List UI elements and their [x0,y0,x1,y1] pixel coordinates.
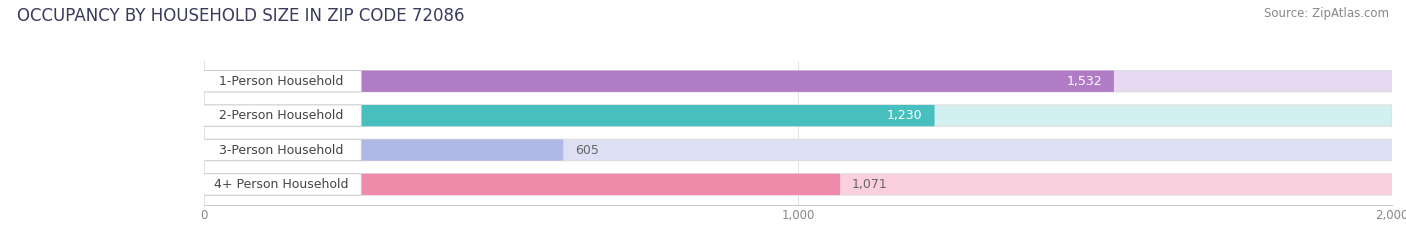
FancyBboxPatch shape [201,105,361,126]
FancyBboxPatch shape [204,71,1392,92]
Text: 1,532: 1,532 [1066,75,1102,88]
Text: OCCUPANCY BY HOUSEHOLD SIZE IN ZIP CODE 72086: OCCUPANCY BY HOUSEHOLD SIZE IN ZIP CODE … [17,7,464,25]
FancyBboxPatch shape [204,139,564,161]
Text: 1,071: 1,071 [852,178,887,191]
FancyBboxPatch shape [204,105,935,126]
Text: 3-Person Household: 3-Person Household [219,144,343,157]
Text: 4+ Person Household: 4+ Person Household [214,178,349,191]
FancyBboxPatch shape [201,174,361,195]
FancyBboxPatch shape [204,174,1392,195]
FancyBboxPatch shape [204,71,1114,92]
FancyBboxPatch shape [201,139,361,161]
FancyBboxPatch shape [204,139,1392,161]
Text: 1,230: 1,230 [887,109,922,122]
FancyBboxPatch shape [204,105,1392,126]
Text: 2-Person Household: 2-Person Household [219,109,343,122]
FancyBboxPatch shape [204,174,839,195]
FancyBboxPatch shape [201,71,361,92]
Text: Source: ZipAtlas.com: Source: ZipAtlas.com [1264,7,1389,20]
Text: 1-Person Household: 1-Person Household [219,75,343,88]
Text: 605: 605 [575,144,599,157]
